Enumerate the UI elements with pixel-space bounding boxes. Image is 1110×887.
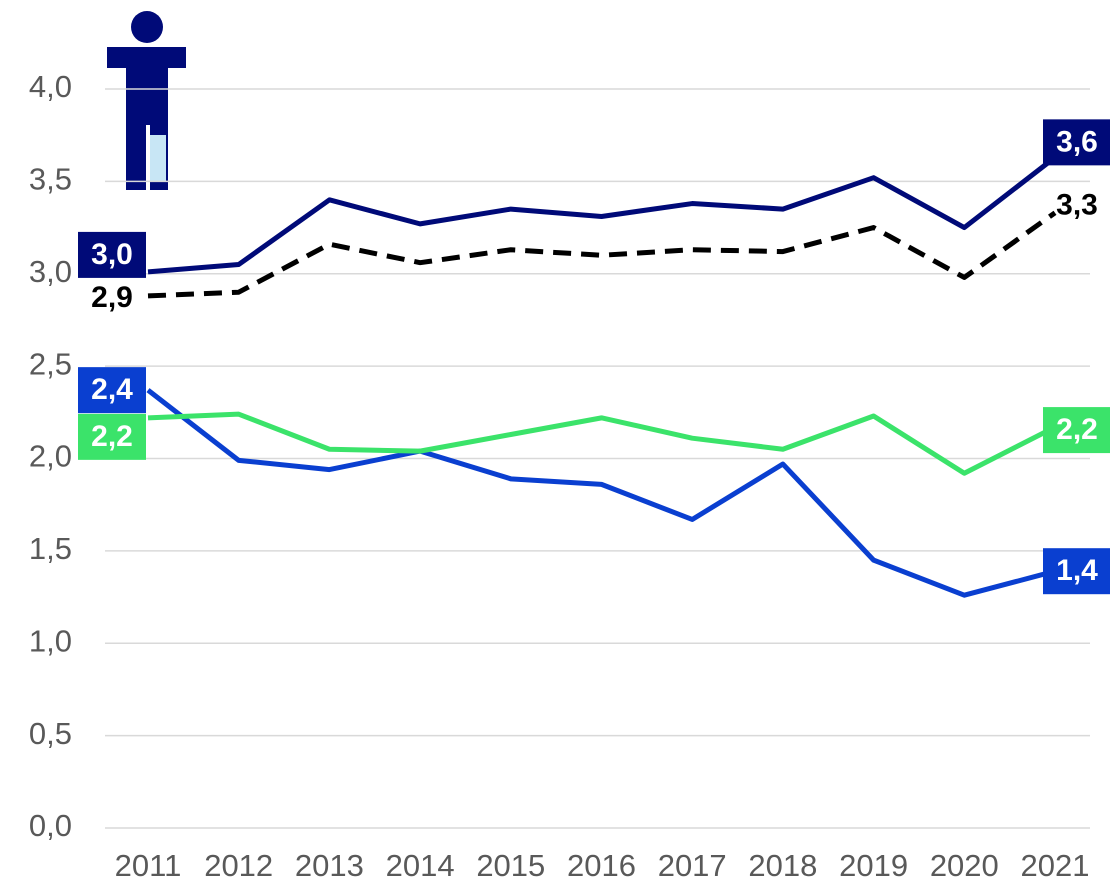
series-line bbox=[147, 411, 1057, 476]
data-label: 2,4 bbox=[91, 373, 133, 406]
x-tick-label: 2014 bbox=[386, 848, 455, 883]
data-label: 3,6 bbox=[1056, 125, 1098, 158]
x-tick-label: 2017 bbox=[658, 848, 727, 883]
x-tick-label: 2016 bbox=[567, 848, 636, 883]
x-tick-label: 2018 bbox=[748, 848, 817, 883]
x-tick-label: 2013 bbox=[295, 848, 364, 883]
data-label: 2,2 bbox=[1056, 413, 1098, 446]
y-tick-label: 2,0 bbox=[29, 439, 72, 474]
x-tick-label: 2015 bbox=[476, 848, 545, 883]
label-box bbox=[78, 413, 146, 460]
y-tick-label: 3,0 bbox=[29, 254, 72, 289]
y-tick-label: 0,5 bbox=[29, 716, 72, 751]
series-line bbox=[147, 210, 1057, 299]
data-label: 1,4 bbox=[1056, 554, 1098, 587]
person-icon bbox=[107, 11, 186, 190]
y-tick-label: 1,5 bbox=[29, 531, 72, 566]
label-box bbox=[78, 367, 146, 414]
data-label: 3,0 bbox=[91, 238, 133, 271]
x-tick-label: 2019 bbox=[839, 848, 908, 883]
label-box bbox=[78, 231, 146, 278]
label-box bbox=[1043, 119, 1110, 166]
label-box bbox=[1043, 548, 1110, 595]
x-tick-label: 2020 bbox=[930, 848, 999, 883]
x-tick-label: 2021 bbox=[1021, 848, 1090, 883]
data-label: 2,9 bbox=[91, 281, 133, 314]
y-tick-label: 4,0 bbox=[29, 69, 72, 104]
y-tick-label: 0,0 bbox=[29, 808, 72, 843]
data-label: 2,2 bbox=[91, 420, 133, 453]
label-box bbox=[1043, 407, 1110, 454]
series-line bbox=[147, 155, 1057, 275]
y-tick-label: 3,5 bbox=[29, 162, 72, 197]
x-tick-label: 2012 bbox=[204, 848, 273, 883]
data-label: 3,3 bbox=[1056, 189, 1098, 222]
y-tick-label: 1,0 bbox=[29, 623, 72, 658]
series-line bbox=[146, 388, 1056, 598]
x-tick-label: 2011 bbox=[115, 848, 182, 883]
y-tick-label: 2,5 bbox=[29, 346, 72, 381]
